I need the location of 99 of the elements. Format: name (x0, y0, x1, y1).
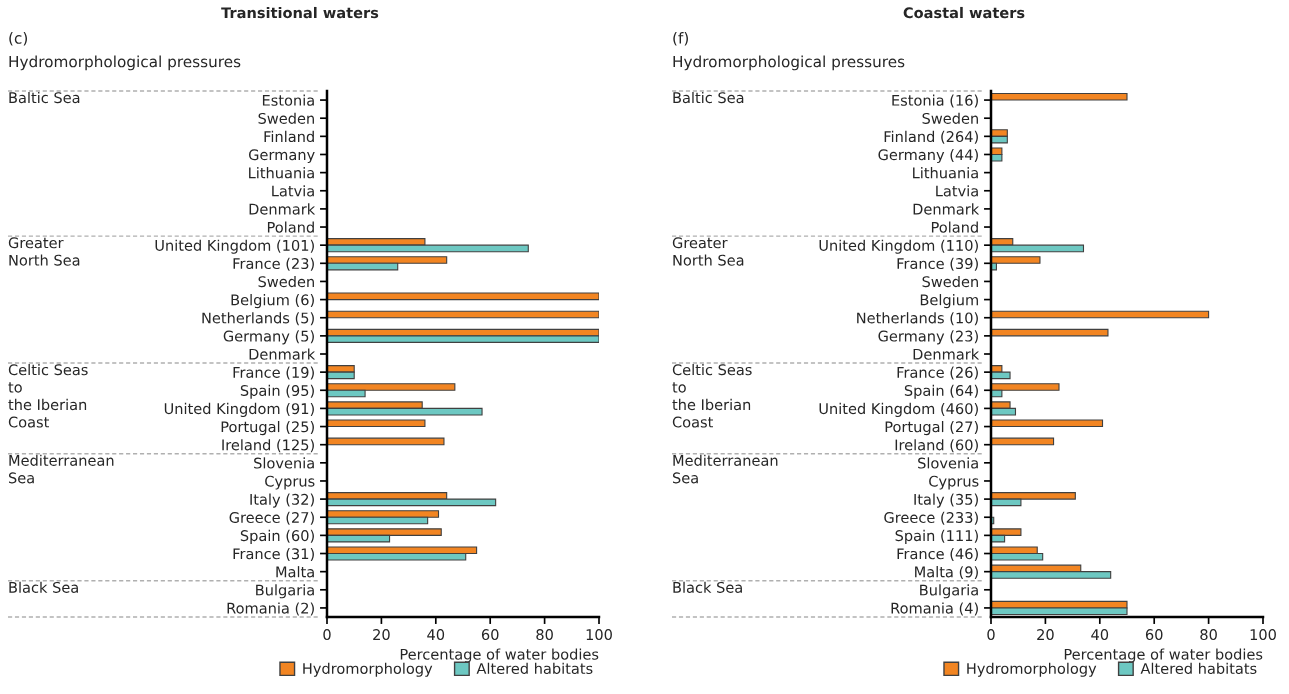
y-tick-label: Denmark (913, 203, 980, 215)
y-tick-label: Poland (267, 221, 314, 233)
text: Baltic Sea (673, 91, 744, 104)
y-tick-label: Denmark (249, 203, 316, 215)
x-tick-label: 0 (987, 629, 995, 641)
text: Baltic Sea (9, 91, 80, 104)
y-tick-label: Malta (276, 566, 314, 578)
y-tick-label: Belgium (920, 294, 978, 309)
text: (f) Hydromorphological pressures (673, 32, 905, 71)
y-tick-label: Belgium (6) (231, 294, 314, 309)
x-tick-label: 40 (1091, 629, 1109, 641)
x-tick-label: 20 (1037, 629, 1054, 641)
y-tick-label: Spain (64) (904, 384, 978, 399)
y-tick-label: Latvia (272, 185, 314, 197)
y-tick-label: United Kingdom (460) (819, 402, 978, 417)
y-tick-label: Poland (931, 221, 978, 233)
y-tick-label: France (23) (233, 257, 314, 271)
y-tick-label: Slovenia (254, 457, 314, 469)
text: (c) Hydromorphological pressures (9, 32, 241, 71)
y-tick-label: Portugal (27) (885, 421, 978, 436)
y-tick-label: Spain (95) (240, 384, 314, 399)
bar (991, 328, 1109, 337)
bar (327, 419, 426, 428)
y-tick-label: Netherlands (5) (202, 312, 314, 326)
y-tick-label: France (19) (233, 366, 314, 380)
y-tick-label: United Kingdom (110) (819, 239, 978, 254)
bar (327, 310, 599, 319)
y-tick-label: Greece (27) (229, 511, 314, 525)
y-tick-label: Sweden (922, 112, 978, 124)
x-axis-title: Percentage of water bodies (1064, 648, 1263, 663)
x-axis-title: Percentage of water bodies (400, 648, 599, 663)
x-tick-label: 60 (481, 629, 499, 641)
y-tick-label: Malta (9) (915, 566, 978, 580)
chart-title: Transitional waters (221, 6, 379, 19)
text: Mediterranean Sea (672, 454, 778, 484)
y-tick-label: Denmark (249, 348, 316, 360)
y-tick-label: United Kingdom (101) (155, 239, 314, 254)
y-tick-label: Ireland (60) (895, 439, 978, 453)
y-tick-label: Finland (264) (884, 130, 978, 144)
y-tick-label: Netherlands (10) (857, 312, 978, 326)
y-tick-label: Spain (111) (895, 529, 978, 544)
y-tick-label: Germany (5) (223, 330, 314, 345)
bar (991, 437, 1055, 446)
legend-label: Altered habitats (476, 662, 593, 675)
y-tick-label: Cyprus (929, 475, 979, 490)
y-tick-label: Estonia (16) (892, 94, 978, 108)
y-tick-label: Bulgaria (256, 584, 314, 599)
x-tick-label: 100 (1250, 629, 1276, 641)
x-tick-label: 0 (323, 629, 331, 641)
y-tick-label: Spain (60) (240, 529, 314, 544)
bar (991, 92, 1128, 101)
y-tick-label: Estonia (262, 94, 314, 106)
legend-label: Hydromorphology (303, 662, 433, 677)
y-tick-label: Lithuania (913, 167, 978, 179)
x-tick-label: 80 (1200, 629, 1217, 641)
y-tick-label: Slovenia (918, 457, 978, 469)
y-tick-label: Italy (35) (914, 493, 978, 508)
y-tick-label: Ireland (125) (222, 439, 314, 453)
x-tick-label: 20 (373, 629, 390, 641)
y-tick-label: Germany (44) (878, 148, 978, 164)
bar (327, 292, 599, 301)
text: Celtic Seas to the Iberian Coast (8, 363, 88, 428)
y-tick-label: France (26) (897, 366, 978, 380)
y-tick-label: Greece (233) (884, 511, 978, 525)
text: Greater North Sea (672, 237, 744, 266)
text: Celtic Seas to the Iberian Coast (672, 363, 752, 428)
y-tick-label: Sweden (922, 275, 978, 288)
y-tick-label: Latvia (936, 185, 978, 197)
x-tick-label: 60 (1145, 629, 1163, 641)
y-tick-label: Portugal (25) (221, 421, 314, 436)
y-tick-label: France (46) (897, 547, 978, 561)
text: Mediterranean Sea (8, 454, 114, 484)
y-tick-label: United Kingdom (91) (164, 402, 314, 417)
y-tick-label: Italy (32) (250, 493, 314, 508)
y-tick-label: Bulgaria (920, 584, 978, 599)
bar (327, 437, 445, 446)
chart-title: Coastal waters (903, 6, 1025, 19)
y-tick-label: France (39) (897, 257, 978, 271)
y-tick-label: Finland (264, 130, 314, 143)
x-tick-label: 100 (586, 629, 612, 641)
legend-label: Hydromorphology (967, 662, 1097, 677)
text: Black Sea (673, 581, 742, 593)
y-tick-label: Sweden (258, 275, 314, 288)
y-tick-label: Germany (23) (878, 330, 978, 345)
text: Black Sea (9, 581, 78, 593)
y-tick-label: Denmark (913, 348, 980, 360)
y-tick-label: Cyprus (265, 475, 315, 490)
y-tick-label: Sweden (258, 112, 314, 124)
x-tick-label: 80 (536, 629, 553, 641)
y-tick-label: Lithuania (249, 167, 314, 179)
bar (991, 310, 1210, 319)
y-tick-label: France (31) (233, 547, 314, 561)
text: Greater North Sea (8, 237, 80, 266)
legend-label: Altered habitats (1140, 662, 1257, 675)
y-tick-label: Romania (4) (891, 602, 978, 616)
y-tick-label: Germany (248, 149, 315, 164)
bar (991, 419, 1104, 428)
x-tick-label: 40 (427, 629, 445, 641)
y-tick-label: Romania (2) (227, 602, 314, 616)
